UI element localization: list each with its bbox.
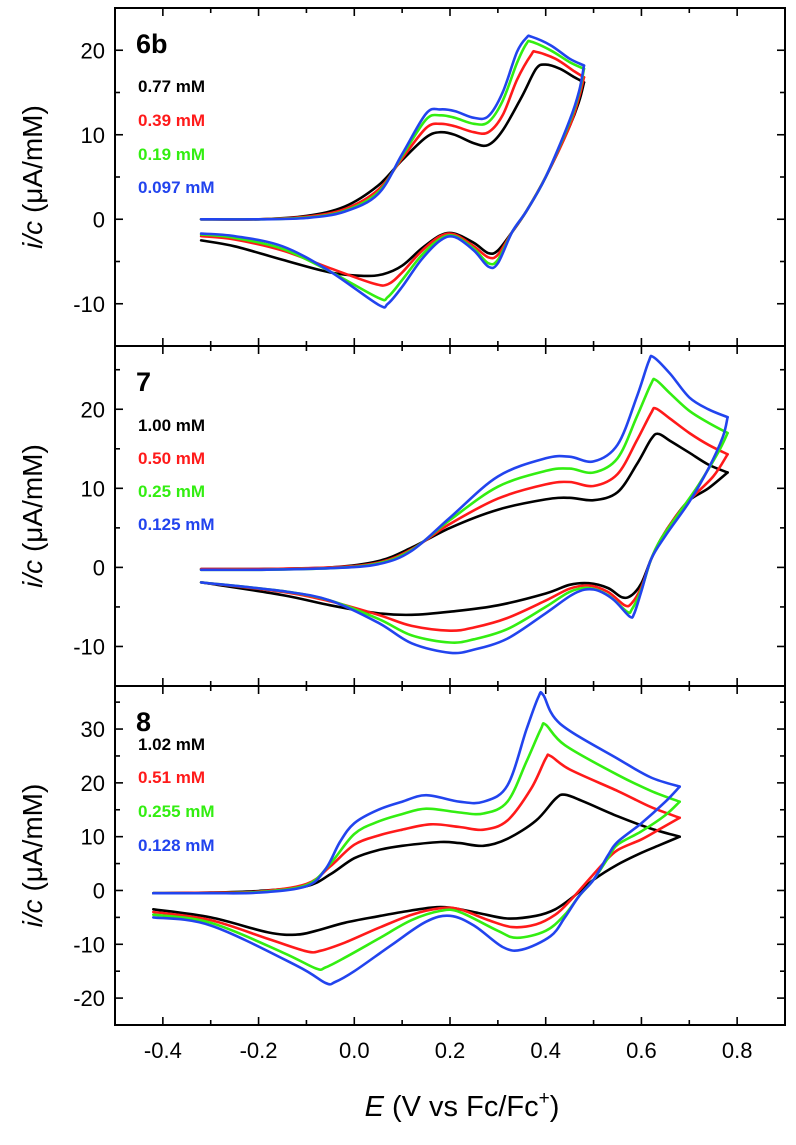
y-tick-label: 0 [93, 555, 105, 580]
legend-entry: 0.51 mM [138, 768, 205, 787]
y-axis-label-unit: (μA/mM) [17, 444, 48, 560]
legend-entry: 1.00 mM [138, 416, 205, 435]
legend-entry: 0.255 mM [138, 802, 215, 821]
x-tick-label: -0.4 [144, 1038, 182, 1063]
series-line-3-anodic [199, 377, 729, 572]
x-axis-tick-labels: -0.4 -0.2 0.0 0.2 0.4 0.6 0.8 [144, 1038, 753, 1063]
y-tick-label: -20 [73, 986, 105, 1011]
legend-entry: 0.097 mM [138, 178, 215, 197]
y-axis-label: i/c (μA/mM) [17, 784, 48, 928]
curves-2 [152, 690, 681, 986]
x-tick-label: 0.2 [435, 1038, 466, 1063]
x-axis-label-superscript: + [539, 1088, 550, 1109]
y-tick-label: -10 [73, 634, 105, 659]
y-axis-label-unit: (μA/mM) [17, 105, 48, 221]
series-line-1-anodic [199, 432, 729, 571]
legend-entry: 0.50 mM [138, 449, 205, 468]
series-line-4-anodic [199, 354, 729, 572]
series-line-4-cathodic [199, 415, 729, 655]
series-line-2-anodic [199, 49, 586, 221]
x-axis-label-variable: E [365, 1091, 385, 1123]
x-tick-label: 0.8 [722, 1038, 753, 1063]
y-axis-label: i/c (μA/mM) [17, 444, 48, 588]
series-line-2-anodic [199, 406, 729, 571]
panel-2: -20 -10 0 10 20 30 i/c (μA/mM) 81.02 mM 0.51 mM 0… [17, 685, 786, 1026]
series-line-2-cathodic [199, 453, 729, 633]
y-axis-label-variable: i/c [17, 221, 48, 249]
y-axis-label-unit: (μA/mM) [17, 784, 48, 900]
series-line-1-anodic [199, 63, 586, 221]
y-tick-label: 10 [81, 825, 105, 850]
plot-frame [114, 7, 786, 347]
y-tick-label: 20 [81, 771, 105, 796]
series-line-2-cathodic [152, 816, 681, 954]
curves-1 [199, 354, 729, 655]
x-tick-label: 0.0 [339, 1038, 370, 1063]
plot-frame [114, 685, 786, 1026]
legend-entry: 0.77 mM [138, 77, 205, 96]
x-tick-label: 0.4 [530, 1038, 561, 1063]
legend-entry: 0.39 mM [138, 111, 205, 130]
series-line-1-cathodic [199, 81, 586, 278]
panel-label: 7 [136, 367, 151, 397]
x-tick-label: 0.6 [626, 1038, 657, 1063]
legend-entry: 0.19 mM [138, 145, 205, 164]
series-line-2-cathodic [199, 76, 586, 287]
series-line-3-cathodic [199, 431, 729, 644]
y-tick-label: 20 [81, 397, 105, 422]
series-line-4-anodic [199, 34, 586, 221]
panel-0: -10 0 10 20 i/c (μA/mM) 6b 0.77 mM 0.39 mM 0.19 … [17, 7, 786, 347]
series-line-2-anodic [152, 753, 681, 895]
panel-label: 8 [136, 707, 151, 737]
y-tick-label: 10 [81, 476, 105, 501]
series-line-4-anodic [152, 690, 681, 895]
y-tick-label: 0 [93, 878, 105, 903]
y-tick-label: 30 [81, 717, 105, 742]
panel-1: -10 0 10 20 i/c (μA/mM) 7 1.00 mM 0.50 mM 0.25 m… [17, 345, 786, 687]
curves-0 [199, 34, 586, 309]
y-tick-label: 10 [81, 123, 105, 148]
series-line-3-cathodic [199, 67, 586, 302]
series-line-1-cathodic [199, 471, 729, 617]
series-line-4-cathodic [152, 785, 681, 986]
panel-label: 6b [136, 29, 168, 59]
legend-entry: 0.125 mM [138, 515, 215, 534]
x-axis-label-close: ) [550, 1091, 560, 1123]
y-tick-label: -10 [73, 932, 105, 957]
series-line-3-cathodic [152, 800, 681, 972]
x-axis-label-text: (V vs Fc/Fc [384, 1091, 539, 1123]
y-axis-label-variable: i/c [17, 560, 48, 588]
x-axis-label: E (V vs Fc/Fc+) [365, 1088, 560, 1123]
legend-entry: 0.128 mM [138, 836, 215, 855]
series-line-4-cathodic [199, 64, 586, 309]
y-tick-label: 0 [93, 207, 105, 232]
y-axis-label-variable: i/c [17, 899, 48, 927]
series-line-3-anodic [199, 39, 586, 221]
legend-entry: 1.02 mM [138, 735, 205, 754]
y-tick-label: 20 [81, 38, 105, 63]
y-tick-label: -10 [73, 292, 105, 317]
series-line-1-cathodic [152, 835, 681, 937]
y-axis-label: i/c (μA/mM) [17, 105, 48, 249]
x-tick-label: -0.2 [240, 1038, 278, 1063]
legend-entry: 0.25 mM [138, 482, 205, 501]
